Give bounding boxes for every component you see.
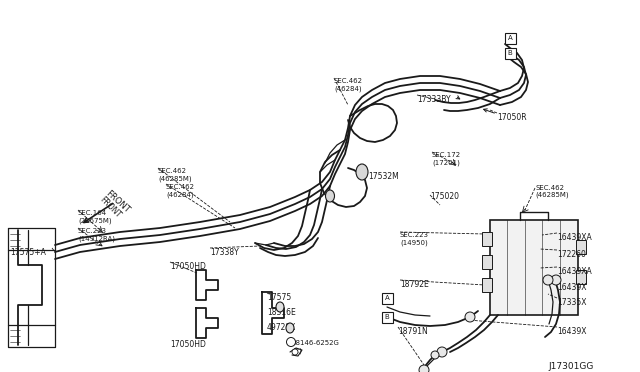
Text: A: A [385, 295, 389, 301]
Text: B: B [385, 314, 389, 320]
Text: 18316E: 18316E [267, 308, 296, 317]
Bar [504, 48, 515, 58]
Text: SEC.223
(14950): SEC.223 (14950) [400, 232, 429, 246]
Text: 16439XA: 16439XA [557, 267, 592, 276]
Text: 49728X: 49728X [267, 323, 296, 332]
Circle shape [431, 351, 439, 359]
Circle shape [419, 365, 429, 372]
Text: 17050R: 17050R [497, 113, 527, 122]
Bar [490, 220, 578, 315]
Text: SEC.223
(14912RA): SEC.223 (14912RA) [78, 228, 115, 241]
Text: FRONT: FRONT [104, 188, 131, 214]
Bar [576, 240, 586, 254]
Text: 17333BY: 17333BY [417, 95, 451, 104]
Bar [381, 311, 392, 323]
Text: 16439XA: 16439XA [557, 233, 592, 242]
Text: 17532M: 17532M [368, 172, 399, 181]
Circle shape [437, 347, 447, 357]
Text: SEC.462
(46284): SEC.462 (46284) [166, 184, 195, 198]
Ellipse shape [276, 302, 284, 312]
Text: FRONT: FRONT [98, 195, 122, 220]
Text: J17301GG: J17301GG [548, 362, 593, 371]
Circle shape [543, 275, 553, 285]
Text: 17050HD: 17050HD [170, 340, 206, 349]
Bar [482, 255, 492, 269]
Text: 08146-6252G
(2): 08146-6252G (2) [292, 340, 340, 353]
Circle shape [551, 275, 561, 285]
Text: 175020: 175020 [430, 192, 459, 201]
Text: B: B [508, 50, 513, 56]
Text: 17335X: 17335X [557, 298, 586, 307]
Bar [576, 270, 586, 284]
Bar [504, 32, 515, 44]
Text: 16439X: 16439X [557, 327, 586, 336]
Text: 17575: 17575 [267, 293, 291, 302]
Text: A: A [508, 35, 513, 41]
Ellipse shape [326, 190, 335, 202]
Text: SEC.462
(46285M): SEC.462 (46285M) [535, 185, 568, 199]
Text: 172260: 172260 [557, 250, 586, 259]
Text: 16439X: 16439X [557, 283, 586, 292]
Bar [381, 292, 392, 304]
Bar [482, 278, 492, 292]
Circle shape [465, 312, 475, 322]
Text: SEC.164
(22675M): SEC.164 (22675M) [78, 210, 111, 224]
Text: SEC.172
(17201): SEC.172 (17201) [432, 152, 461, 166]
Text: SEC.462
(46284): SEC.462 (46284) [334, 78, 363, 92]
Circle shape [292, 349, 298, 355]
Text: SEC.462
(46285M): SEC.462 (46285M) [158, 168, 191, 182]
Ellipse shape [286, 323, 294, 333]
Text: 17050HD: 17050HD [170, 262, 206, 271]
Text: 18791N: 18791N [398, 327, 428, 336]
Text: 17338Y: 17338Y [210, 248, 239, 257]
Ellipse shape [356, 164, 368, 180]
Circle shape [287, 337, 296, 346]
Text: 18792E: 18792E [400, 280, 429, 289]
Bar [482, 232, 492, 246]
Text: 17575+A: 17575+A [10, 248, 46, 257]
